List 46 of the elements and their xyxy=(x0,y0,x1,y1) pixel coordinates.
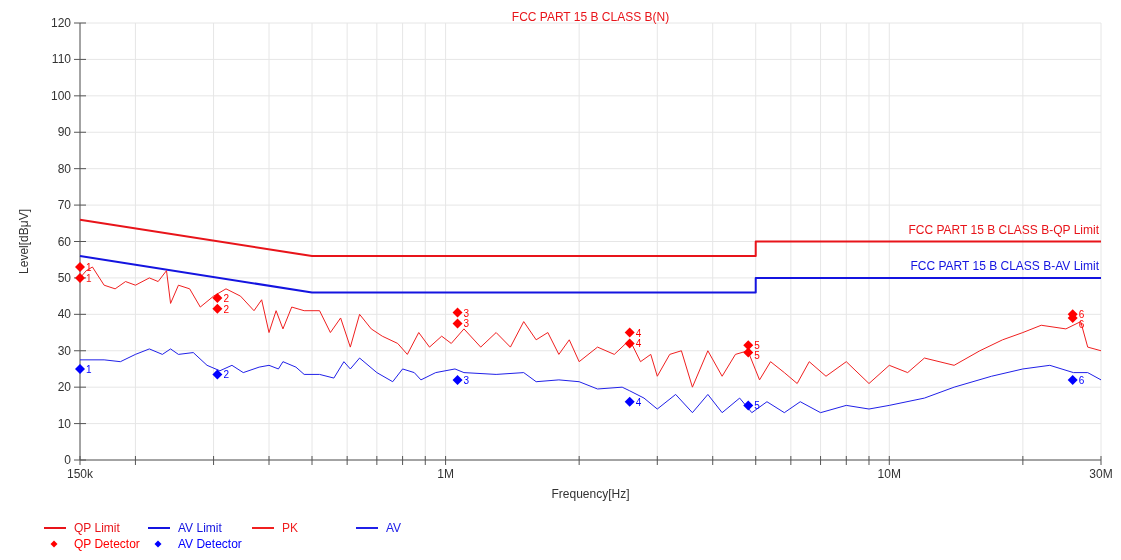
annotation: 5 xyxy=(754,400,761,412)
y-tick-label: 70 xyxy=(57,198,72,213)
annotation: 6 xyxy=(1078,319,1085,331)
y-tick-label: 20 xyxy=(57,380,72,395)
y-axis-title: Level[dBμV] xyxy=(17,209,31,274)
legend-label: AV Limit xyxy=(178,521,223,535)
annotation: 3 xyxy=(463,374,470,386)
annotation: FCC PART 15 B CLASS B-AV Limit xyxy=(910,258,1100,273)
y-tick-label: 100 xyxy=(50,88,72,103)
x-tick-label: 30M xyxy=(1089,467,1113,481)
annotation: 3 xyxy=(463,318,470,330)
annotation: 2 xyxy=(223,369,230,381)
annotation: 6 xyxy=(1078,374,1085,386)
annotation: 5 xyxy=(754,340,761,352)
y-tick-label: 0 xyxy=(64,453,72,467)
annotation: 1 xyxy=(86,363,92,375)
y-tick-label: 60 xyxy=(57,234,72,249)
x-tick-label: 150k xyxy=(66,467,95,481)
annotation: 4 xyxy=(635,396,642,408)
legend-label: AV Detector xyxy=(178,537,242,551)
annotation: 2 xyxy=(223,303,230,315)
x-tick-label: 10M xyxy=(877,467,901,481)
annotation: 4 xyxy=(635,338,642,350)
legend-label: QP Limit xyxy=(74,521,121,535)
legend-label: PK xyxy=(282,521,299,535)
y-tick-label: 40 xyxy=(57,307,72,322)
legend-label: QP Detector xyxy=(74,537,140,551)
annotation: 6 xyxy=(1078,309,1085,321)
annotation: 1 xyxy=(86,272,92,284)
annotation: 1 xyxy=(86,261,92,273)
y-tick-label: 80 xyxy=(57,161,72,176)
y-tick-label: 120 xyxy=(50,16,72,30)
legend-label: AV xyxy=(386,521,402,535)
y-tick-label: 30 xyxy=(57,343,72,358)
y-tick-label: 50 xyxy=(57,270,72,285)
annotation: 4 xyxy=(635,327,642,339)
annotation: 2 xyxy=(223,292,230,304)
y-tick-label: 10 xyxy=(57,416,72,431)
y-tick-label: 110 xyxy=(51,52,72,67)
x-axis-title: Frequency[Hz] xyxy=(551,487,630,501)
chart-title: FCC PART 15 B CLASS B(N) xyxy=(511,10,670,24)
annotation: 3 xyxy=(463,307,470,319)
annotation: 5 xyxy=(754,350,761,362)
x-tick-label: 1M xyxy=(437,467,454,481)
annotation: FCC PART 15 B CLASS B-QP Limit xyxy=(908,222,1100,237)
y-tick-label: 90 xyxy=(57,125,72,140)
